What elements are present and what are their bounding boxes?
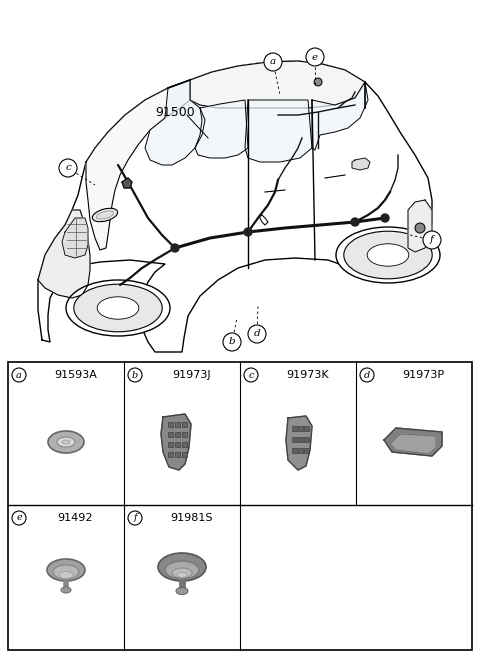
Text: e: e bbox=[16, 514, 22, 522]
Ellipse shape bbox=[66, 280, 170, 336]
Text: c: c bbox=[248, 371, 254, 380]
Circle shape bbox=[12, 511, 26, 525]
Ellipse shape bbox=[158, 553, 206, 581]
Text: 91500: 91500 bbox=[155, 106, 195, 119]
Bar bbox=[291, 426, 297, 430]
Polygon shape bbox=[122, 178, 132, 188]
Circle shape bbox=[314, 78, 322, 86]
Polygon shape bbox=[195, 100, 248, 158]
Circle shape bbox=[59, 159, 77, 177]
Ellipse shape bbox=[92, 209, 118, 222]
Bar bbox=[181, 432, 187, 436]
Polygon shape bbox=[145, 80, 205, 165]
Polygon shape bbox=[38, 61, 432, 352]
Circle shape bbox=[244, 228, 252, 236]
Ellipse shape bbox=[48, 431, 84, 453]
Circle shape bbox=[351, 218, 359, 226]
Text: 91973J: 91973J bbox=[172, 370, 211, 380]
Bar bbox=[181, 451, 187, 457]
Bar bbox=[291, 447, 297, 453]
Bar bbox=[303, 436, 309, 441]
Ellipse shape bbox=[165, 561, 199, 579]
Polygon shape bbox=[390, 434, 436, 454]
Bar bbox=[175, 451, 180, 457]
Bar bbox=[168, 451, 172, 457]
Bar bbox=[181, 441, 187, 447]
Ellipse shape bbox=[367, 244, 409, 266]
Bar bbox=[168, 441, 172, 447]
Bar bbox=[175, 441, 180, 447]
Text: a: a bbox=[16, 371, 22, 380]
Circle shape bbox=[415, 223, 425, 233]
Text: b: b bbox=[228, 337, 235, 346]
Ellipse shape bbox=[172, 568, 192, 578]
Circle shape bbox=[423, 231, 441, 249]
Text: d: d bbox=[254, 329, 260, 338]
Circle shape bbox=[128, 368, 142, 382]
Ellipse shape bbox=[96, 211, 114, 219]
Circle shape bbox=[128, 511, 142, 525]
Circle shape bbox=[244, 368, 258, 382]
Text: f: f bbox=[430, 236, 434, 245]
Polygon shape bbox=[62, 218, 88, 258]
Ellipse shape bbox=[61, 587, 71, 593]
Text: d: d bbox=[364, 371, 370, 380]
Text: 91973K: 91973K bbox=[286, 370, 329, 380]
Bar bbox=[168, 432, 172, 436]
Polygon shape bbox=[384, 428, 442, 456]
Polygon shape bbox=[38, 210, 90, 298]
Ellipse shape bbox=[344, 231, 432, 279]
Text: 91981S: 91981S bbox=[170, 513, 213, 523]
Polygon shape bbox=[312, 82, 368, 150]
Bar bbox=[175, 432, 180, 436]
Bar bbox=[8, 362, 472, 650]
Circle shape bbox=[264, 53, 282, 71]
Bar bbox=[298, 426, 302, 430]
Bar bbox=[303, 426, 309, 430]
Ellipse shape bbox=[62, 440, 70, 444]
Bar bbox=[175, 422, 180, 426]
Polygon shape bbox=[0, 0, 480, 358]
Circle shape bbox=[223, 333, 241, 351]
Circle shape bbox=[12, 368, 26, 382]
Circle shape bbox=[171, 244, 179, 252]
Ellipse shape bbox=[177, 573, 187, 577]
Text: a: a bbox=[270, 58, 276, 66]
Bar bbox=[291, 436, 297, 441]
Text: f: f bbox=[133, 514, 137, 522]
Text: e: e bbox=[312, 52, 318, 62]
Circle shape bbox=[306, 48, 324, 66]
Text: 91973P: 91973P bbox=[402, 370, 444, 380]
Bar bbox=[298, 436, 302, 441]
Polygon shape bbox=[408, 200, 432, 252]
Ellipse shape bbox=[74, 284, 162, 332]
Bar bbox=[298, 447, 302, 453]
Ellipse shape bbox=[53, 565, 79, 579]
Polygon shape bbox=[352, 158, 370, 170]
Ellipse shape bbox=[47, 559, 85, 581]
Polygon shape bbox=[286, 416, 312, 470]
Bar bbox=[181, 422, 187, 426]
Circle shape bbox=[248, 325, 266, 343]
Ellipse shape bbox=[59, 571, 73, 579]
Polygon shape bbox=[161, 414, 191, 470]
Text: 91593A: 91593A bbox=[54, 370, 96, 380]
Bar bbox=[168, 422, 172, 426]
Ellipse shape bbox=[336, 227, 440, 283]
Polygon shape bbox=[190, 61, 365, 108]
Circle shape bbox=[360, 368, 374, 382]
Bar bbox=[303, 447, 309, 453]
Text: c: c bbox=[65, 163, 71, 173]
Polygon shape bbox=[86, 80, 190, 250]
Polygon shape bbox=[245, 100, 312, 162]
Text: b: b bbox=[132, 371, 138, 380]
Circle shape bbox=[381, 214, 389, 222]
Ellipse shape bbox=[97, 297, 139, 319]
Text: 91492: 91492 bbox=[58, 513, 93, 523]
Ellipse shape bbox=[57, 437, 75, 447]
Ellipse shape bbox=[176, 588, 188, 594]
